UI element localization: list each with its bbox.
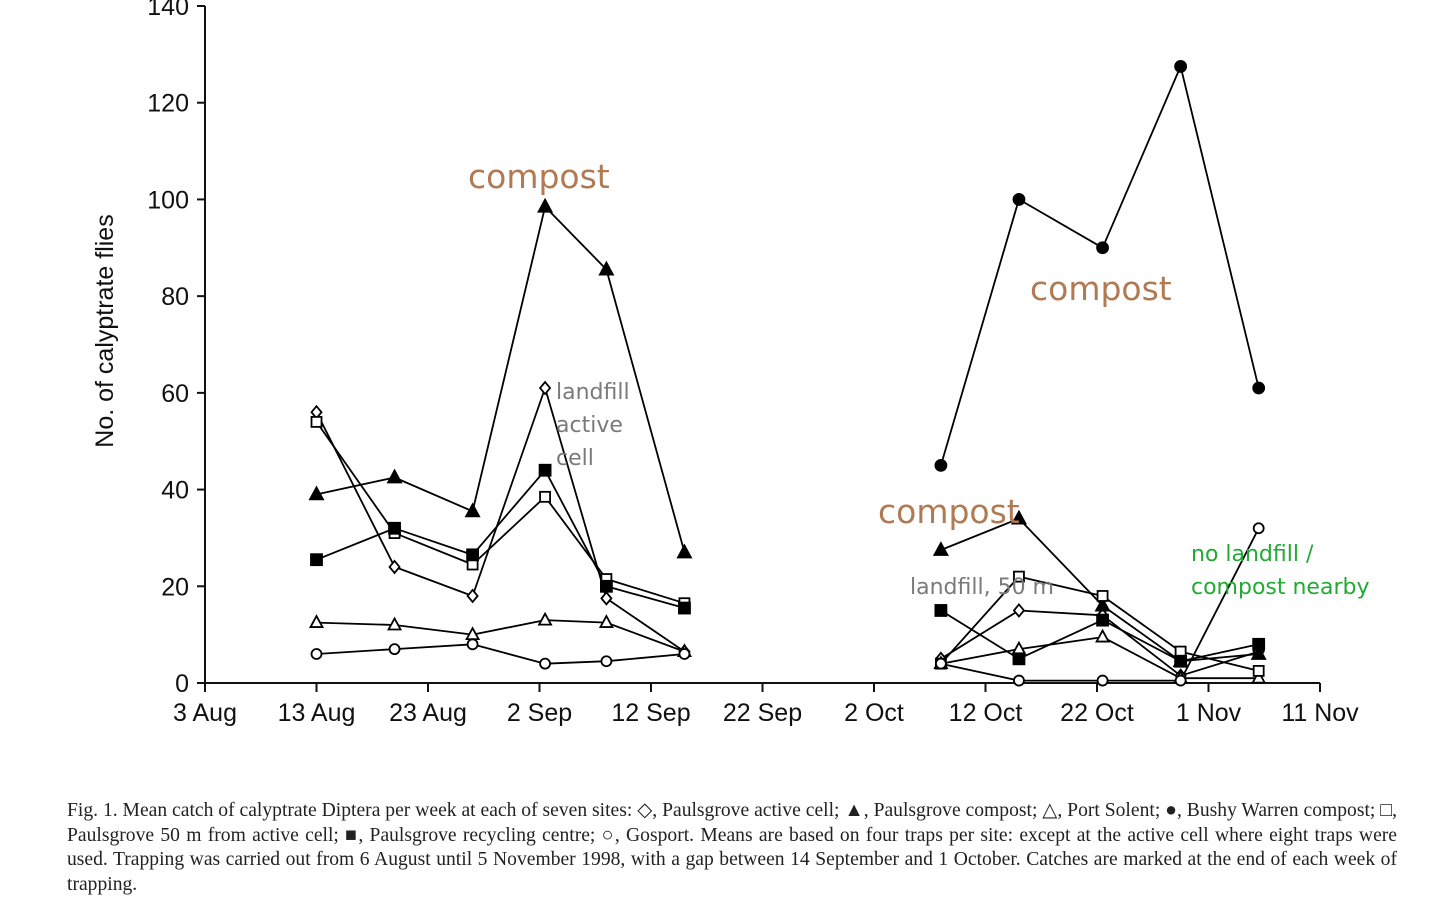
y-tick-label: 60 [161,380,189,408]
x-tick-label: 12 Oct [949,699,1023,727]
data-point-paulsgrove-compost [537,197,554,213]
annotation-label: landfill [556,380,630,405]
data-point-gosport [678,648,691,660]
series-line-bushy-warren-compost [940,65,1260,466]
data-point-bushy-warren-compost [934,458,948,472]
annotation-label: cell [556,446,594,471]
y-tick-label: 140 [147,0,189,21]
y-tick-label: 40 [161,477,189,505]
x-tick-label: 22 Oct [1060,699,1134,727]
data-point-paulsgrove-50-m-from-active-cell [539,490,551,503]
series-line-paulsgrove-active-cell [315,387,686,653]
data-point-paulsgrove-compost [464,502,481,518]
data-point-port-solent [1095,628,1111,643]
y-tick-label: 80 [161,283,189,311]
data-point-paulsgrove-active-cell [600,590,613,606]
annotation-label: active [556,413,623,438]
data-point-bushy-warren-compost [1252,381,1266,395]
data-point-paulsgrove-recycling-centre [310,553,323,567]
data-point-paulsgrove-recycling-centre [600,579,613,593]
data-point-port-solent [308,614,325,628]
x-tick-label: 11 Nov [1281,699,1359,727]
data-point-paulsgrove-50-m-from-active-cell [1252,665,1265,677]
annotation-label: compost [878,492,1020,531]
data-point-paulsgrove-active-cell [1012,603,1026,618]
y-axis-label: No. of calyptrate flies [91,214,119,447]
annotation-label: compost [468,157,610,196]
axes: 0 20 40 60 80 100 120 140 3 Aug 13 Aug 23 Aug 2 Sep… [91,0,1359,727]
data-point-paulsgrove-recycling-centre [1012,652,1026,666]
data-point-gosport [1096,674,1109,687]
chart: 0 20 40 60 80 100 120 140 3 Aug 13 Aug 23 Aug 2 Sep… [91,0,1369,727]
series-line-paulsgrove-50-m-from-active-cell [315,421,685,605]
data-point-paulsgrove-compost [1094,596,1111,612]
data-point-gosport [466,638,479,651]
annotations: compost compost compost landfill active cell l… [468,157,1369,600]
annotation-label: landfill, 50 m [910,575,1054,600]
y-tick-label: 20 [161,573,189,601]
y-tick-label: 0 [175,670,189,698]
series-line-gosport [316,643,685,665]
data-point-gosport [1013,674,1025,687]
data-point-gosport [539,657,551,670]
data-point-paulsgrove-recycling-centre [678,601,691,615]
data-point-port-solent [387,616,403,631]
data-point-paulsgrove-50-m-from-active-cell [1013,570,1025,583]
data-point-paulsgrove-recycling-centre [466,548,480,562]
annotation-label: no landfill / [1191,542,1314,567]
data-point-paulsgrove-compost [1010,509,1027,525]
data-point-paulsgrove-compost [308,485,325,501]
series-lines [315,65,1260,682]
annotation-label: compost [1030,269,1172,308]
data-point-paulsgrove-recycling-centre [1174,654,1188,668]
data-point-gosport [935,657,947,670]
data-point-gosport [1174,674,1187,687]
data-point-paulsgrove-recycling-centre [538,463,552,477]
series-line-port-solent [316,619,685,653]
x-tick-label: 2 Oct [844,699,904,727]
x-tick-label: 1 Nov [1176,699,1242,727]
data-point-paulsgrove-50-m-from-active-cell [1096,590,1109,602]
data-point-gosport [388,643,401,656]
x-tick-label: 2 Sep [507,699,572,727]
data-point-paulsgrove-50-m-from-active-cell [310,415,323,428]
data-point-bushy-warren-compost [1012,193,1026,206]
data-point-paulsgrove-compost [1250,645,1267,660]
x-tick-label: 12 Sep [611,699,690,727]
series-line-paulsgrove-compost [316,205,686,553]
data-point-paulsgrove-compost [386,468,403,484]
annotation-label: compost nearby [1191,575,1369,600]
x-tick-label: 23 Aug [389,699,467,727]
x-tick-label: 13 Aug [278,699,356,727]
data-point-paulsgrove-compost [676,543,693,559]
data-point-paulsgrove-compost [598,260,615,276]
data-point-gosport [310,648,323,660]
data-point-port-solent [1251,669,1267,684]
data-point-port-solent [537,611,553,626]
y-tick-label: 120 [147,90,189,118]
series-markers [308,60,1267,687]
data-point-port-solent [598,614,614,628]
x-tick-label: 3 Aug [173,699,237,727]
data-point-paulsgrove-compost [932,541,949,556]
figure-caption: Fig. 1. Mean catch of calyptrate Diptera… [67,800,1397,895]
data-point-gosport [600,655,613,668]
x-tick-label: 22 Sep [723,699,802,727]
data-point-paulsgrove-recycling-centre [1252,637,1266,651]
y-tick-label: 100 [147,186,189,214]
data-point-paulsgrove-active-cell [538,380,552,396]
data-point-paulsgrove-active-cell [466,588,479,604]
data-point-paulsgrove-recycling-centre [388,521,401,535]
data-point-gosport [1252,522,1265,535]
data-point-bushy-warren-compost [1174,60,1188,73]
data-point-paulsgrove-active-cell [388,559,401,575]
series-line-paulsgrove-recycling-centre [316,469,685,609]
data-point-paulsgrove-recycling-centre [934,604,948,617]
data-point-bushy-warren-compost [1096,241,1109,255]
data-point-paulsgrove-recycling-centre [1096,613,1109,627]
